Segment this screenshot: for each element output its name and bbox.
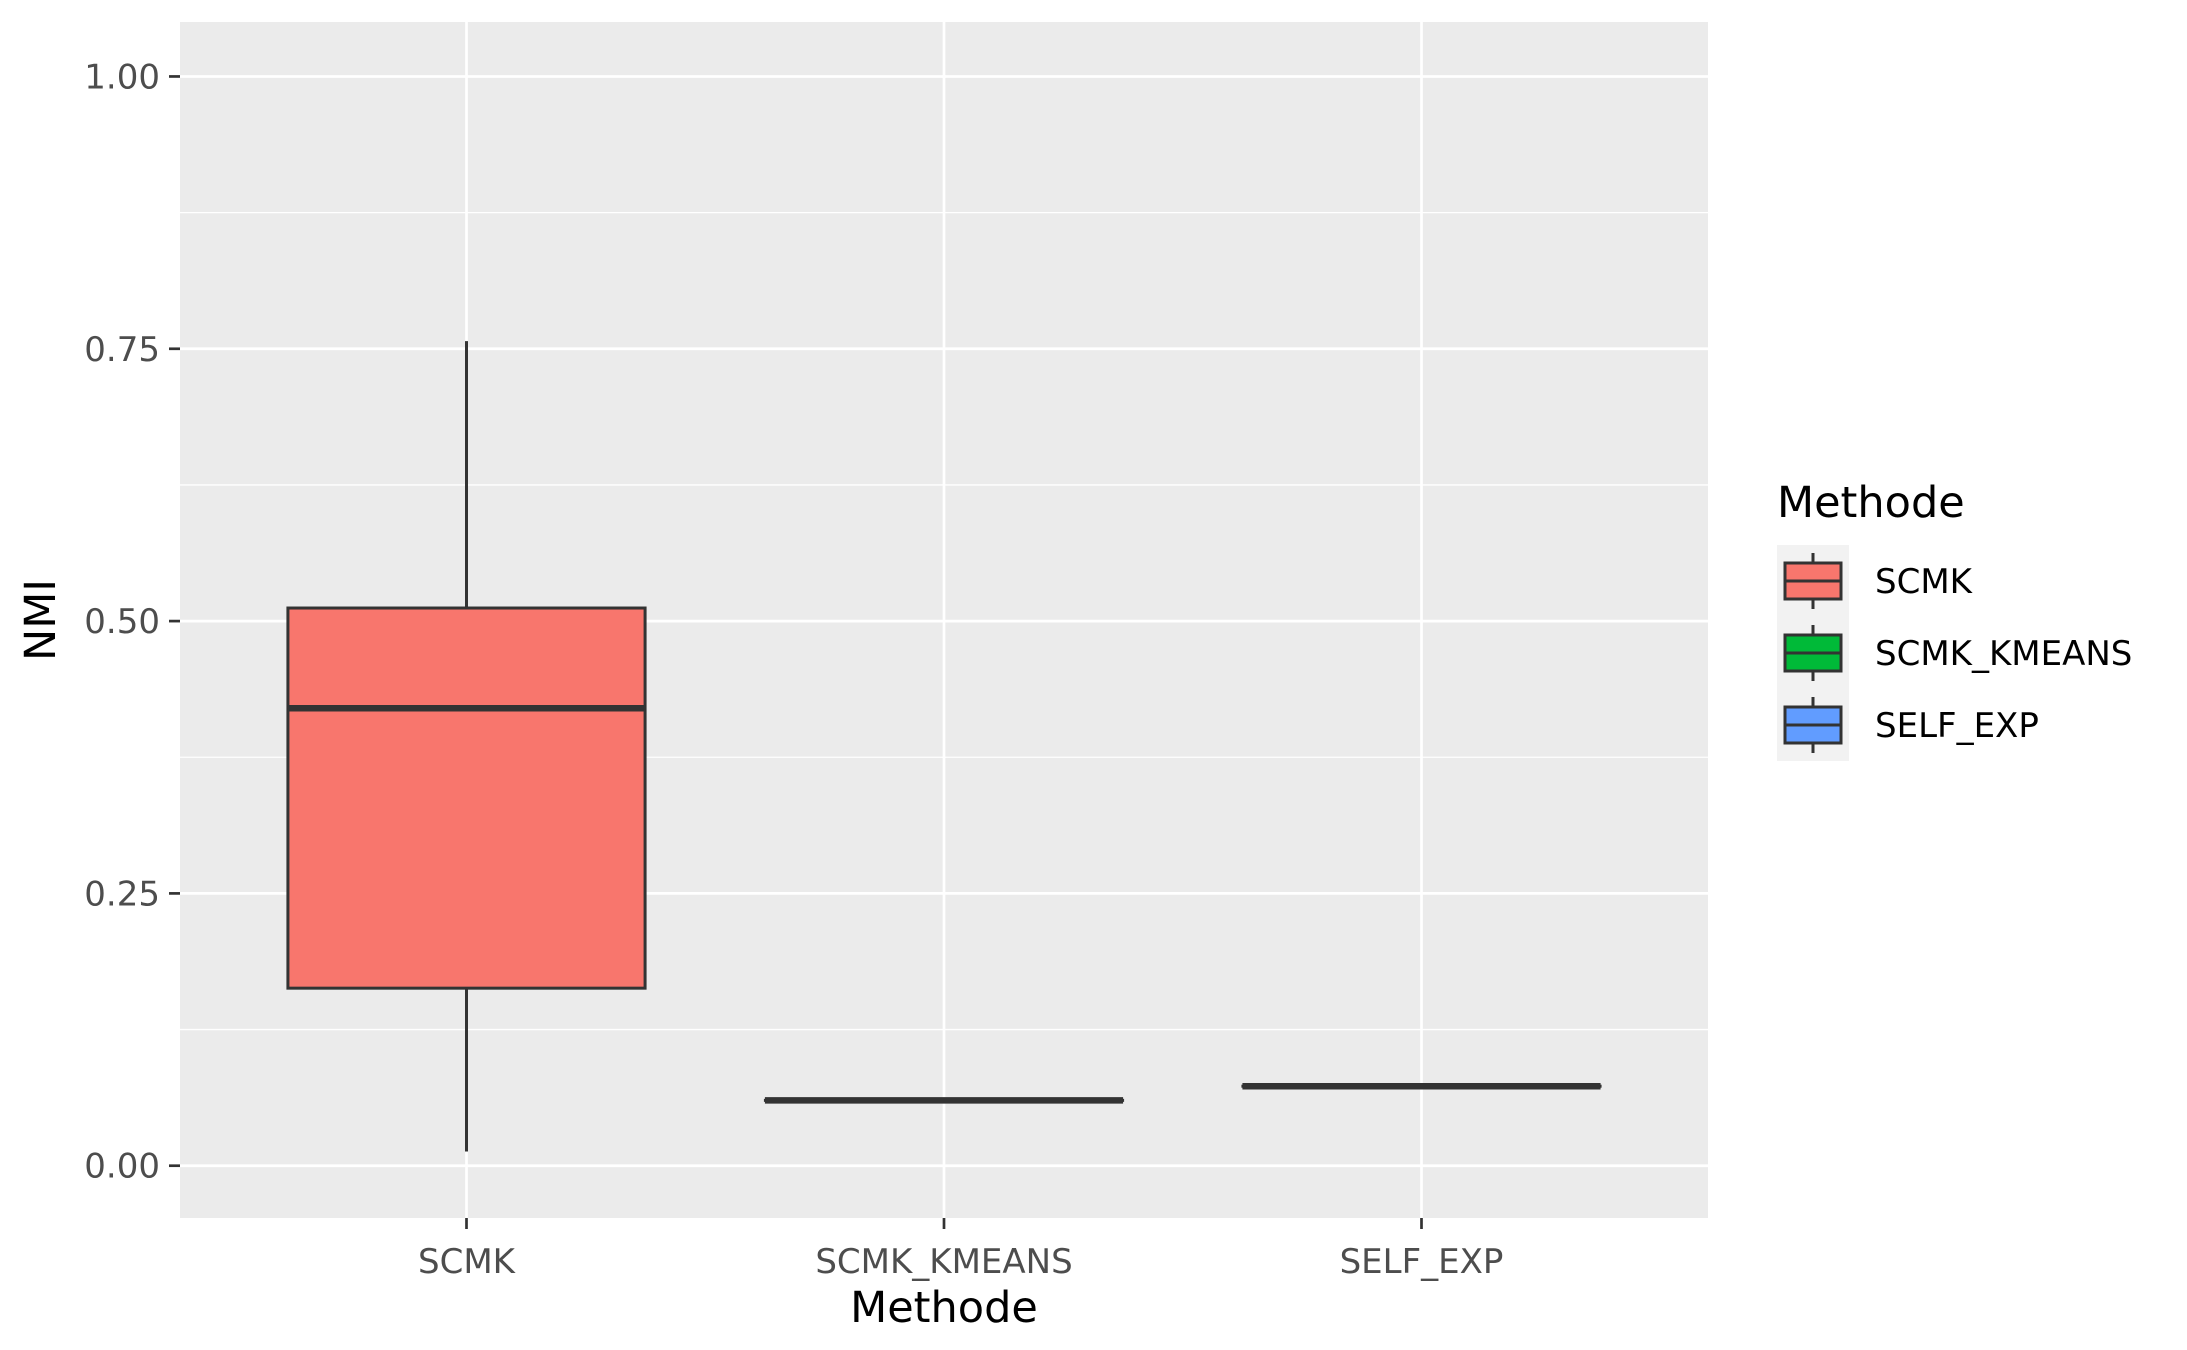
box-iqr [286,606,647,990]
y-tick-label: 0.75 [84,330,160,370]
legend-key-self-exp [1783,697,1843,753]
y-tick-label: 0.50 [84,602,160,642]
legend-label: SCMK [1875,562,1974,602]
y-tick-label: 0.25 [84,874,160,914]
y-axis: 0.00 0.25 0.50 0.75 1.00 [84,57,180,1187]
x-tick-label: SCMK [418,1242,517,1282]
y-tick-label: 1.00 [84,57,160,97]
boxes-group [286,341,1602,1152]
legend: SCMK SCMK_KMEANS SELF_EXP [1777,545,2132,761]
x-tick-label: SELF_EXP [1340,1242,1504,1282]
legend-label: SCMK_KMEANS [1875,634,2132,674]
y-axis-title: NMI [16,579,66,661]
legend-title: Methode [1777,478,1965,528]
x-tick-label: SCMK_KMEANS [815,1242,1072,1282]
box-scmk [286,341,647,1152]
legend-key-scmk [1783,553,1843,609]
y-tick-label: 0.00 [84,1147,160,1187]
legend-key-scmk-kmeans [1783,625,1843,681]
legend-label: SELF_EXP [1875,706,2039,746]
x-axis-title: Methode [850,1283,1038,1333]
x-axis: SCMK SCMK_KMEANS SELF_EXP [418,1218,1503,1282]
